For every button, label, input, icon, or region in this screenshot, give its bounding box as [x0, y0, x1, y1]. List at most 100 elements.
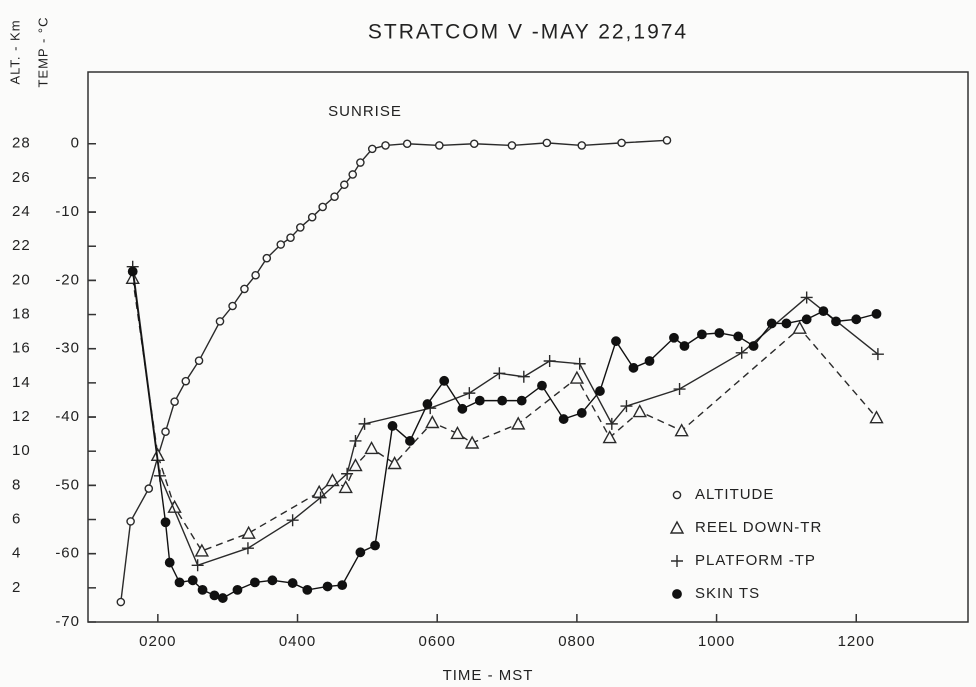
y-tick-label: 8 — [12, 476, 21, 493]
marker — [127, 266, 138, 277]
marker — [286, 514, 299, 527]
y-tick-label: 10 — [12, 442, 31, 459]
marker — [543, 355, 556, 368]
marker — [576, 408, 587, 418]
marker — [781, 318, 792, 329]
marker — [367, 144, 377, 154]
plot-frame — [87, 71, 969, 623]
marker — [241, 525, 256, 539]
marker — [125, 270, 140, 285]
marker — [358, 417, 371, 430]
y2-tick-label: -60 — [55, 545, 80, 562]
marker — [493, 367, 506, 380]
marker — [617, 138, 626, 148]
marker — [330, 192, 339, 201]
marker — [714, 328, 725, 338]
marker — [611, 336, 621, 347]
marker — [276, 240, 286, 249]
y2-tick-label: -40 — [55, 408, 80, 425]
marker — [217, 593, 228, 603]
y-tick-label: 22 — [12, 237, 31, 254]
marker — [160, 517, 171, 528]
marker — [464, 435, 480, 449]
marker — [228, 301, 237, 311]
legend-label: ALTITUDE — [695, 486, 774, 503]
marker — [197, 584, 208, 595]
marker — [370, 540, 380, 551]
marker — [191, 559, 204, 572]
marker — [126, 517, 135, 526]
marker — [381, 141, 390, 150]
marker — [558, 414, 569, 424]
y-tick-label: 14 — [12, 374, 31, 391]
marker — [674, 423, 689, 437]
legend-marker — [672, 589, 682, 599]
marker — [537, 380, 547, 391]
marker — [474, 395, 485, 406]
marker — [364, 440, 379, 455]
marker — [161, 427, 170, 437]
marker — [469, 139, 479, 149]
legend-marker — [671, 555, 683, 567]
marker — [405, 436, 415, 446]
y-tick-label: 20 — [12, 271, 31, 288]
marker — [322, 581, 333, 592]
marker — [338, 479, 353, 494]
marker — [748, 341, 759, 351]
legend-label: SKIN TS — [695, 585, 760, 602]
marker — [644, 356, 655, 366]
marker — [602, 430, 617, 444]
marker — [194, 356, 204, 365]
marker — [337, 580, 348, 591]
x-tick-label: 0200 — [139, 633, 176, 650]
marker — [831, 316, 841, 327]
marker — [517, 370, 530, 383]
y2-tick-label: -20 — [55, 271, 80, 288]
marker — [232, 584, 243, 595]
marker — [439, 375, 450, 386]
marker — [307, 212, 317, 222]
marker — [577, 141, 587, 150]
y2-axis-label: TEMP - °C — [35, 16, 50, 87]
marker — [240, 284, 249, 294]
x-tick-label: 1200 — [838, 633, 875, 650]
marker — [662, 136, 672, 145]
y2-tick-label: -70 — [55, 613, 80, 630]
marker — [422, 399, 433, 409]
x-axis-label: TIME - MST — [443, 667, 534, 684]
marker — [851, 314, 862, 325]
marker — [340, 180, 349, 190]
marker — [679, 341, 690, 351]
marker — [463, 387, 476, 400]
marker — [869, 410, 884, 424]
y2-tick-label: 0 — [71, 135, 80, 152]
marker — [349, 434, 362, 447]
x-tick-label: 0800 — [558, 633, 595, 650]
marker — [800, 291, 813, 304]
marker — [402, 139, 412, 149]
marker — [792, 320, 807, 334]
marker — [355, 547, 366, 558]
x-tick-label: 0600 — [419, 633, 456, 650]
marker — [174, 577, 185, 588]
marker — [170, 397, 179, 406]
marker — [387, 421, 398, 431]
y-tick-label: 18 — [12, 306, 31, 323]
y-tick-label: 6 — [12, 510, 21, 527]
marker — [425, 415, 440, 429]
y-tick-label: 12 — [12, 408, 31, 425]
marker — [286, 233, 295, 242]
marker — [516, 395, 527, 406]
marker — [542, 138, 552, 148]
marker — [267, 575, 278, 586]
marker — [164, 557, 175, 568]
marker — [605, 417, 618, 430]
marker — [348, 458, 363, 472]
marker — [871, 308, 882, 319]
y2-tick-label: -30 — [55, 340, 80, 357]
marker — [348, 170, 357, 179]
chart-title: STRATCOM V -MAY 22,1974 — [368, 21, 688, 44]
marker — [194, 543, 210, 557]
